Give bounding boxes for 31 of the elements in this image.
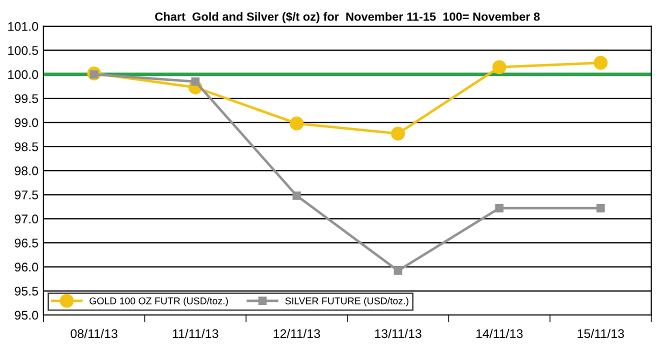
point xyxy=(391,126,405,141)
y-tick-label: 100.0 xyxy=(8,70,38,80)
point xyxy=(492,60,506,74)
legend-label: SILVER FUTURE (USD/toz.) xyxy=(285,297,408,306)
x-tick-label: 13/11/13 xyxy=(375,328,422,338)
point xyxy=(290,116,304,130)
y-tick-label: 101.0 xyxy=(8,22,38,31)
point xyxy=(495,204,504,212)
chart-title: Chart Gold and Silver ($/t oz) for November 11-15 100= November 8 xyxy=(155,12,540,24)
point xyxy=(594,56,608,70)
y-tick-label: 95.5 xyxy=(14,286,38,296)
y-tick-label: 95.0 xyxy=(14,310,38,320)
point xyxy=(596,204,605,212)
x-tick-label: 12/11/13 xyxy=(274,328,320,338)
y-tick-label: 97.5 xyxy=(14,190,38,200)
y-tick-label: 100.5 xyxy=(8,46,38,55)
y-tick-label: 99.5 xyxy=(14,94,38,104)
legend-label: GOLD 100 OZ FUTR (USD/toz.) xyxy=(90,297,228,306)
x-tick-label: 11/11/13 xyxy=(172,328,218,338)
y-tick-label: 99.0 xyxy=(14,118,38,128)
point xyxy=(191,77,200,86)
y-tick-label: 96.5 xyxy=(14,238,38,248)
y-tick-label: 98.5 xyxy=(14,142,38,152)
y-tick-label: 97.0 xyxy=(14,214,38,224)
y-tick-label: 96.0 xyxy=(14,262,38,272)
x-tick-label: 08/11/13 xyxy=(70,328,118,338)
y-tick-label: 98.0 xyxy=(14,166,38,176)
x-tick-label: 14/11/13 xyxy=(476,328,523,338)
point xyxy=(394,266,402,275)
point xyxy=(292,191,301,200)
x-tick-label: 15/11/13 xyxy=(578,328,624,338)
